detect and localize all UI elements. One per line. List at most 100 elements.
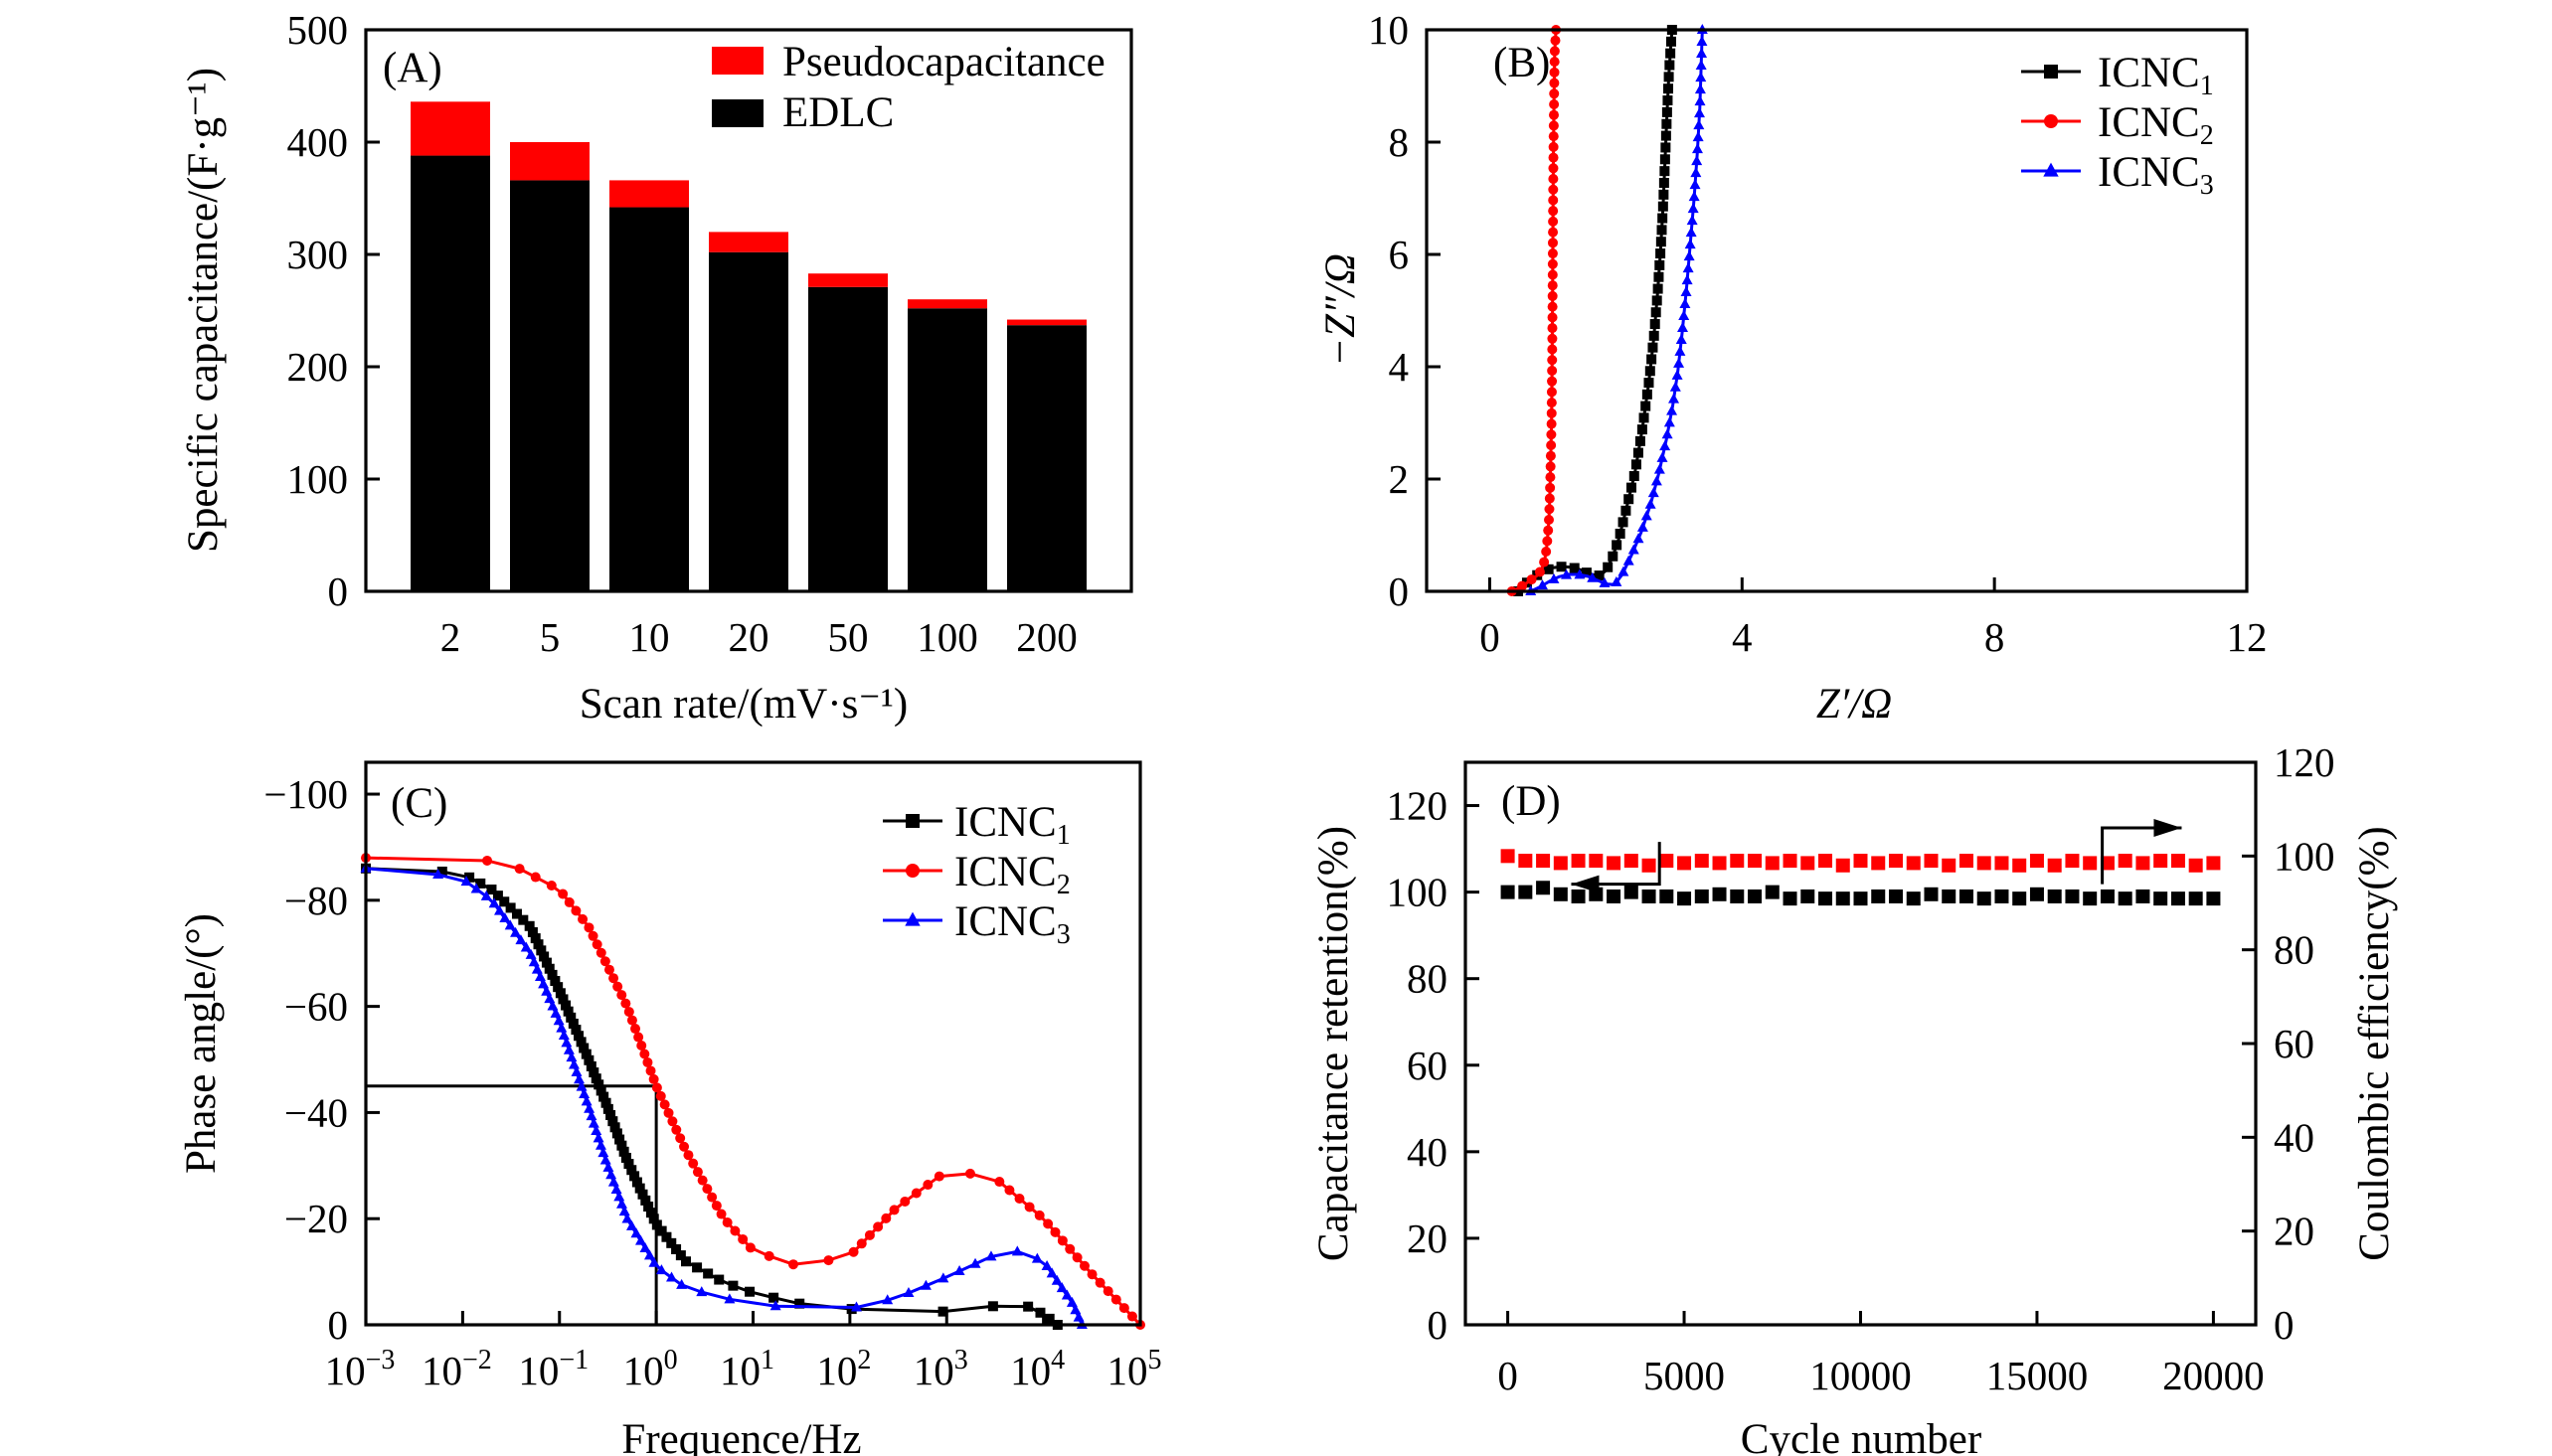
capacitance-retention-marker (2135, 889, 2150, 903)
icnc1-marker (1644, 366, 1655, 377)
y-tick-label-0: 0 (328, 568, 349, 614)
icnc3-marker (953, 1265, 965, 1276)
icnc1-marker (680, 1256, 691, 1267)
icnc2-marker (1547, 376, 1558, 387)
icnc3-marker (581, 1095, 593, 1106)
coulombic-efficiency-marker (2153, 854, 2168, 869)
y-left-tick-label-60: 60 (1407, 1043, 1447, 1088)
icnc1-marker (1620, 505, 1631, 516)
icnc2-marker (864, 1229, 875, 1240)
icnc3-marker (1073, 1311, 1085, 1322)
icnc3-marker (621, 1213, 633, 1223)
icnc3-marker (1681, 274, 1693, 285)
icnc1-marker (618, 1146, 629, 1157)
icnc1-marker (1023, 1301, 1034, 1312)
icnc1-marker (1662, 95, 1673, 106)
icnc2-marker (856, 1238, 867, 1249)
coulombic-efficiency-marker (1818, 854, 1833, 869)
icnc1-marker (629, 1171, 640, 1182)
capacitance-retention-marker (1906, 891, 1921, 906)
icnc3-marker (1070, 1304, 1082, 1315)
icnc1-marker (1664, 60, 1675, 71)
icnc1-marker (1665, 48, 1676, 59)
capacitance-retention-marker (2188, 891, 2203, 906)
coulombic-efficiency-marker (1659, 854, 1674, 869)
icnc3-marker (696, 1286, 708, 1297)
panel-a-plot-frame (364, 28, 1133, 593)
legend-marker-icnc3 (2043, 162, 2059, 177)
x-tick-label-12: 12 (2227, 614, 2268, 660)
icnc1-marker (1660, 130, 1671, 141)
icnc2-marker (711, 1201, 722, 1212)
icnc2-marker (1544, 514, 1555, 525)
icnc2-marker (1547, 238, 1558, 248)
x-tick-label-4: 4 (1732, 614, 1753, 660)
icnc1-marker (436, 866, 447, 877)
icnc1-marker (1653, 271, 1664, 282)
icnc2-marker (688, 1158, 699, 1169)
icnc1-marker (518, 914, 529, 925)
coulombic-efficiency-marker (1994, 856, 2009, 871)
icnc1-marker (1654, 259, 1665, 270)
icnc1-marker (555, 988, 566, 999)
icnc2-marker (667, 1116, 678, 1127)
icnc2-marker (1118, 1303, 1129, 1314)
x-tick-exponent: 1 (761, 1345, 774, 1375)
capacitance-retention-marker (2012, 891, 2027, 906)
icnc2-marker (645, 1065, 656, 1076)
bar-pseudocapacitance-200 (1007, 319, 1087, 326)
icnc1-marker (1656, 225, 1667, 236)
icnc3-marker (1693, 119, 1705, 130)
coulombic-efficiency-marker (1800, 856, 1815, 871)
icnc2-marker (1546, 429, 1557, 440)
icnc2-marker (889, 1205, 900, 1215)
icnc2-marker (571, 905, 582, 916)
y-tick-label-10: 10 (1368, 7, 1409, 53)
legend-subscript-icnc1: 1 (1057, 820, 1071, 851)
panel-c-x-axis-title: Frequence/Hz (621, 1416, 861, 1456)
icnc3-marker (1688, 191, 1700, 202)
icnc1-marker (645, 1208, 656, 1218)
x-tick-label-20000: 20000 (2162, 1353, 2265, 1398)
icnc3-marker (1627, 544, 1639, 555)
icnc1-marker (1640, 401, 1651, 411)
icnc3-marker (547, 1000, 559, 1011)
icnc3-marker (1680, 286, 1692, 297)
icnc2-marker (1545, 461, 1556, 472)
icnc3-marker (550, 1007, 562, 1018)
coulombic-efficiency-marker (1765, 856, 1780, 871)
icnc2-marker (1548, 120, 1559, 131)
panel-b-series (1506, 24, 1708, 596)
coulombic-efficiency-marker (1623, 854, 1638, 869)
capacitance-retention-marker (1623, 885, 1638, 899)
legend-swatch-edlc (712, 99, 764, 127)
icnc1-marker (640, 1195, 651, 1206)
legend-subscript-icnc2: 2 (2200, 120, 2214, 151)
icnc2-marker (1544, 504, 1555, 515)
icnc2-marker (626, 1015, 637, 1026)
icnc3-marker (579, 1088, 591, 1099)
icnc2-marker (564, 896, 575, 907)
icnc2-marker (1550, 35, 1561, 46)
coulombic-efficiency-marker (1553, 856, 1568, 871)
icnc2-marker (659, 1099, 670, 1110)
capacitance-retention-marker (2047, 889, 2062, 903)
icnc1-marker (607, 1116, 618, 1127)
panel-d-arrows (1571, 819, 2182, 893)
icnc3-marker (1644, 498, 1656, 509)
coulombic-efficiency-marker (1942, 858, 1957, 873)
icnc2-marker (722, 1217, 733, 1228)
icnc2-marker (1544, 493, 1555, 504)
icnc2-marker (623, 1007, 634, 1018)
icnc1-marker (602, 1103, 613, 1114)
icnc2-marker (683, 1150, 694, 1161)
icnc1-marker (586, 1060, 596, 1071)
icnc3-marker (488, 897, 500, 908)
icnc3-marker (584, 1102, 595, 1113)
icnc2-marker (1547, 365, 1558, 376)
icnc3-marker (1599, 576, 1611, 587)
icnc2-marker (639, 1049, 650, 1059)
icnc1-marker (589, 1067, 599, 1078)
x-tick-exponent: 5 (1148, 1345, 1162, 1375)
